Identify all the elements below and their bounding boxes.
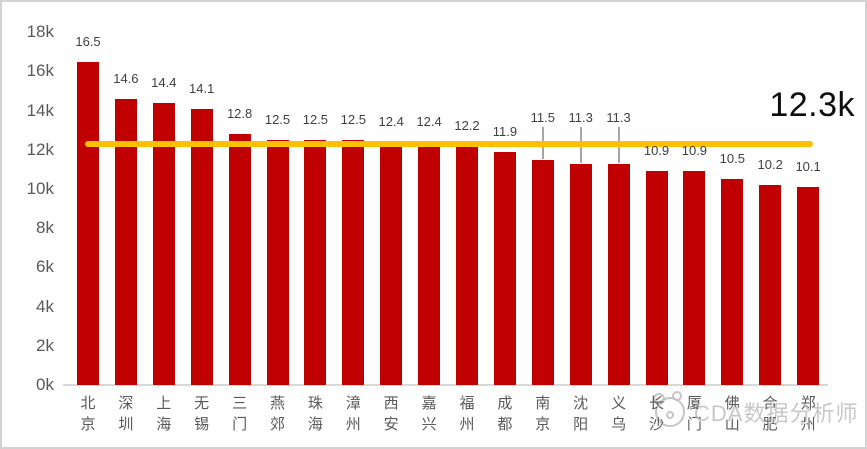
bar-value-label: 11.5 [530,110,555,125]
bar-value-label: 12.5 [340,112,366,127]
bar-value-label: 10.2 [757,157,783,173]
x-category-label: 郑 州 [800,395,816,433]
bar [418,141,441,385]
y-axis-tick-label: 2k [36,335,54,355]
bar-value-label: 10.1 [795,159,821,175]
y-axis-tick-label: 6k [36,257,54,277]
x-category-label: 西 安 [383,395,399,433]
bar [77,61,99,385]
x-category-label: 佛 山 [724,395,740,433]
x-category-label: 厦 门 [686,395,702,433]
bar [380,141,403,385]
x-category-label: 南 京 [535,395,551,433]
x-category-label: 珠 海 [307,395,323,433]
x-category-label: 福 州 [459,395,475,433]
bar-value-label: 12.8 [226,106,253,122]
bar [531,159,554,385]
x-category-label: 三 门 [232,395,248,433]
reference-line-label: 12.3k [769,86,855,124]
y-axis-tick-label: 18k [26,22,54,42]
x-category-label: 漳 州 [345,395,361,433]
y-axis-tick-label: 12k [26,139,54,159]
bar-value-label: 11.3 [568,110,593,125]
bar [683,171,706,385]
y-axis-tick-label: 0k [36,375,54,394]
bar-value-label: 10.9 [643,143,670,159]
bar [797,187,820,385]
reference-line [85,140,813,147]
bar-value-label: 11.9 [492,123,518,139]
x-axis-line [63,384,828,386]
x-category-label: 义 乌 [611,395,627,433]
bar-value-label: 16.5 [75,33,101,49]
y-axis-tick-label: 4k [36,296,54,316]
bar-value-label: 14.4 [151,74,177,90]
bar [266,140,289,385]
y-axis-tick-label: 10k [26,179,54,198]
bar-value-label: 14.1 [189,80,215,96]
bar [493,151,516,385]
bar-value-label: 10.9 [681,143,708,159]
bar [569,163,592,385]
x-category-label: 嘉 兴 [421,395,437,433]
x-category-label: 沈 阳 [573,395,589,433]
bar [342,140,365,385]
x-category-label: 上 海 [156,395,172,433]
x-category-label: 深 圳 [118,395,134,433]
bar [759,185,782,385]
x-category-label: 北 京 [80,395,96,433]
bar-value-label: 12.4 [416,113,442,129]
bar [304,140,327,385]
bar [645,171,668,385]
bar-value-label: 12.5 [302,112,329,127]
y-axis-tick-label: 14k [26,100,54,120]
x-category-label: 燕 郊 [269,395,285,433]
bar [152,102,175,385]
y-axis-tick-label: 8k [36,218,54,238]
bar-value-label: 12.5 [264,112,291,127]
bar-value-label: 14.6 [113,70,139,86]
bar [190,108,213,385]
bar [607,163,630,385]
x-category-label: 长 沙 [648,395,664,433]
bar-value-label: 12.2 [454,117,480,133]
bar-value-label: 11.3 [606,110,631,125]
x-category-label: 成 都 [497,395,513,433]
y-axis-tick-label: 16k [26,61,54,81]
x-category-label: 合 肥 [762,395,778,433]
bar [114,98,137,385]
bar [456,145,478,385]
bar-value-label: 12.4 [378,113,404,129]
bar [721,179,744,385]
bar-value-label: 10.5 [719,151,745,167]
bar [228,134,251,385]
x-category-label: 无 锡 [194,395,210,433]
